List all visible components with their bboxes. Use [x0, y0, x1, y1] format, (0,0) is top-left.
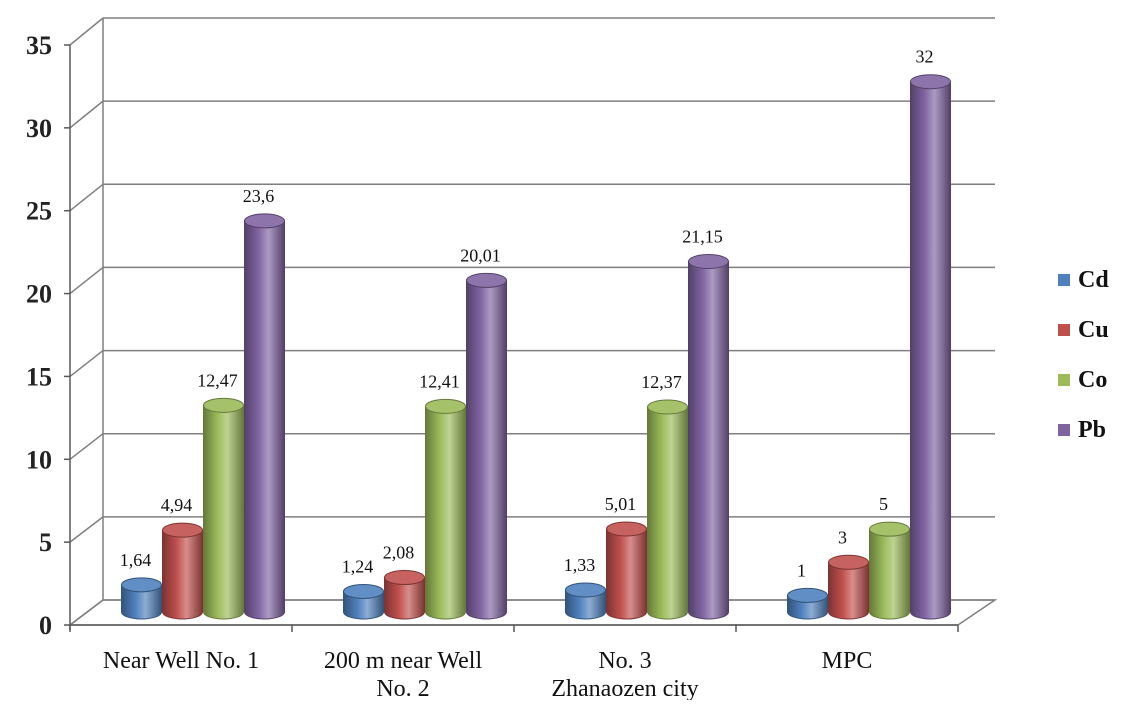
- data-label: 32: [916, 47, 934, 67]
- data-label: 1,33: [564, 555, 596, 575]
- data-label: 4,94: [161, 495, 193, 515]
- bar-pb: [466, 279, 507, 620]
- gridline-side: [69, 349, 104, 378]
- bar-top-co: [647, 399, 688, 415]
- gridline-side: [69, 266, 104, 295]
- data-label: 1,24: [342, 556, 374, 576]
- bar-top-cd: [121, 577, 162, 593]
- bar-top-co: [869, 521, 910, 537]
- y-tick-label: 10: [26, 445, 52, 474]
- bars: [121, 74, 951, 620]
- x-tick-label: MPC: [822, 648, 873, 674]
- data-label: 23,6: [243, 186, 275, 206]
- y-tick-label: 0: [39, 611, 52, 640]
- gridline-side: [69, 183, 104, 212]
- data-label: 5: [879, 494, 888, 514]
- legend-label-co: Co: [1078, 367, 1107, 393]
- data-label: 5,01: [605, 494, 637, 514]
- bar-top-pb: [244, 213, 285, 229]
- bar-pb: [910, 81, 951, 620]
- bar-top-co: [203, 397, 244, 413]
- legend-swatch-co: [1058, 374, 1070, 386]
- gridline-side: [69, 516, 104, 543]
- bar-top-pb: [688, 254, 729, 270]
- bar-co: [203, 404, 244, 620]
- legend-label-cu: Cu: [1078, 317, 1109, 343]
- data-label: 1,64: [120, 550, 152, 570]
- bar-cd: [343, 590, 384, 620]
- legend-swatch-cd: [1058, 274, 1070, 286]
- legend-swatch-cu: [1058, 324, 1070, 336]
- x-tick-label: No. 2: [376, 676, 429, 700]
- y-tick-label: 15: [26, 362, 52, 391]
- bar-cu: [162, 529, 203, 620]
- legend: Cd Cu Co Pb: [1058, 267, 1109, 443]
- gridline-side: [69, 17, 104, 46]
- bar-cd: [121, 584, 162, 620]
- bar-pb: [688, 261, 729, 620]
- data-label: 12,41: [419, 371, 460, 391]
- bar-top-cu: [828, 554, 869, 570]
- gridline-side: [69, 599, 104, 626]
- data-label: 1: [797, 560, 806, 580]
- bar-top-co: [425, 398, 466, 414]
- x-tick-label: Near Well No. 1: [103, 648, 259, 674]
- y-tick-label: 20: [26, 280, 52, 309]
- data-label: 21,15: [682, 227, 723, 247]
- bar-top-cd: [565, 582, 606, 598]
- bar-cu: [384, 577, 425, 620]
- legend-label-pb: Pb: [1078, 417, 1106, 443]
- y-tick-label: 25: [26, 197, 52, 226]
- data-label: 12,37: [641, 372, 682, 392]
- gridline-side: [69, 100, 104, 129]
- data-label: 2,08: [383, 543, 415, 563]
- bar-top-cu: [384, 570, 425, 586]
- x-tick-label: 200 m near Well: [324, 648, 483, 674]
- data-label: 12,47: [197, 370, 238, 390]
- bar-top-cd: [787, 587, 828, 603]
- data-label: 20,01: [460, 245, 501, 265]
- bar-co: [647, 406, 688, 620]
- legend-label-cd: Cd: [1078, 267, 1109, 293]
- bar-top-cu: [162, 522, 203, 538]
- bar-top-cu: [606, 521, 647, 537]
- bar-co: [869, 528, 910, 620]
- bar-cu: [606, 528, 647, 620]
- bar-cu: [828, 561, 869, 620]
- y-tick-label: 30: [26, 114, 52, 143]
- y-tick-label: 5: [39, 528, 52, 557]
- y-tick-label: 35: [26, 31, 52, 60]
- bar-pb: [244, 220, 285, 620]
- data-labels: 1,64 4,94 12,47 23,6 1,24 2,08 12,41 20,01 1,33 5…: [120, 47, 934, 581]
- x-tick-label: No. 3: [598, 648, 651, 674]
- bar-co: [425, 405, 466, 620]
- x-tick-label: Zhanaozen city: [551, 676, 698, 700]
- gridline-side: [69, 433, 104, 460]
- legend-swatch-pb: [1058, 424, 1070, 436]
- bar-top-pb: [910, 74, 951, 90]
- bar-top-pb: [466, 272, 507, 288]
- bar-top-cd: [343, 583, 384, 599]
- bar-cd: [565, 589, 606, 620]
- data-label: 3: [838, 527, 847, 547]
- gridlines: [67, 17, 998, 626]
